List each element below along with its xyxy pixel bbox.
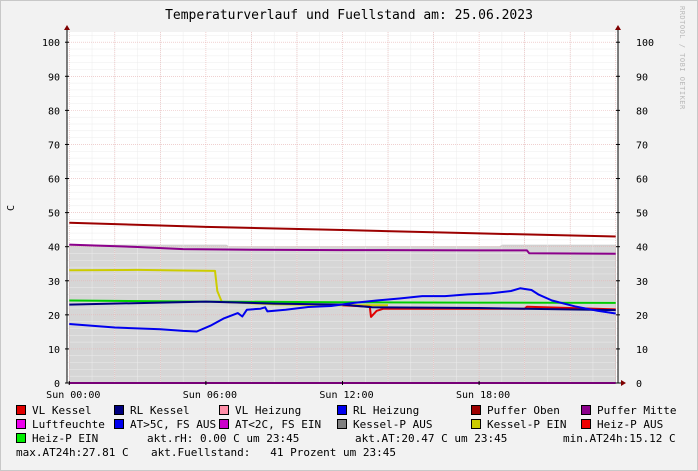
legend-label: Heiz-P AUS	[597, 418, 664, 431]
y-tick-label: 60	[48, 175, 60, 186]
grid-major	[67, 32, 618, 384]
series-puffer-mitte	[69, 243, 616, 255]
y-tick-label: 50	[48, 209, 60, 220]
legend-swatch	[114, 419, 124, 429]
axis-layer	[64, 25, 626, 386]
watermark: RRDTOOL / TOBI OETIKER	[678, 6, 686, 110]
y-tick-label-right: 50	[636, 209, 648, 220]
legend-swatch	[581, 405, 591, 415]
legend-swatch	[581, 419, 591, 429]
legend-swatch	[16, 405, 26, 415]
y-tick-label-right: 40	[636, 243, 648, 254]
legend-stat: max.AT24h:27.81 C	[16, 446, 129, 459]
legend-item: AT<2C, FS EIN	[219, 418, 321, 432]
legend-swatch	[16, 433, 26, 443]
legend-label: RL Heizung	[353, 404, 420, 417]
legend-item: Puffer Mitte	[581, 404, 676, 418]
legend-label: VL Heizung	[235, 404, 302, 417]
y-tick-label-right: 90	[636, 72, 648, 83]
legend-label: VL Kessel	[32, 404, 92, 417]
x-tick-label: Sun 18:00	[456, 390, 510, 401]
x-tick-label: Sun 00:00	[46, 390, 100, 401]
legend-label: Kessel-P EIN	[487, 418, 567, 431]
legend-swatch	[337, 419, 347, 429]
legend-label: AT<2C, FS EIN	[235, 418, 322, 431]
legend-label: Luftfeuchte	[32, 418, 105, 431]
legend-swatch	[16, 419, 26, 429]
y-tick-label-right: 10	[636, 345, 648, 356]
x-tick-label: Sun 06:00	[183, 390, 237, 401]
series-puffer-oben	[69, 221, 616, 238]
legend-item: Kessel-P EIN	[471, 418, 566, 432]
y-tick-label-right: 70	[636, 140, 648, 151]
y-tick-label: 70	[48, 140, 60, 151]
legend-item: VL Kessel	[16, 404, 92, 418]
legend-stat: min.AT24h:15.12 C	[563, 432, 676, 445]
y-tick-label-right: 30	[636, 277, 648, 288]
legend-swatch	[337, 405, 347, 415]
legend-item: Kessel-P AUS	[337, 418, 432, 432]
y-tick-label: 20	[48, 311, 60, 322]
y-tick-label-right: 100	[636, 38, 654, 49]
legend-swatch	[219, 405, 229, 415]
legend-item: RL Heizung	[337, 404, 419, 418]
legend-item: RL Kessel	[114, 404, 190, 418]
chart-title: Temperaturverlauf und Fuellstand am: 25.…	[165, 8, 533, 23]
legend-swatch	[471, 405, 481, 415]
legend-label: Puffer Mitte	[597, 404, 677, 417]
legend-item: Heiz-P AUS	[581, 418, 663, 432]
legend-swatch	[219, 419, 229, 429]
legend-item: VL Heizung	[219, 404, 301, 418]
tick-labels: 0 0 10 10 20 20 30 30 40 40 50 50 60 60 70 70 80 80 90 90 10…	[42, 38, 654, 401]
series-rl-heizung	[69, 287, 616, 333]
series-vl-kessel	[342, 304, 616, 318]
legend-item: Luftfeuchte	[16, 418, 105, 432]
y-tick-label: 90	[48, 72, 60, 83]
y-tick-label: 30	[48, 277, 60, 288]
y-tick-label: 80	[48, 106, 60, 117]
legend-stat: akt.AT:20.47 C um 23:45	[355, 432, 508, 445]
legend-label: RL Kessel	[130, 404, 190, 417]
y-tick-label-right: 60	[636, 175, 648, 186]
y-tick-label-right: 80	[636, 106, 648, 117]
legend-item: AT>5C, FS AUS	[114, 418, 216, 432]
series-heiz-p-ein	[69, 299, 616, 304]
legend-stat: akt.Fuellstand: 41 Prozent um 23:45	[151, 446, 397, 459]
x-tick-label: Sun 12:00	[319, 390, 373, 401]
legend-swatch	[114, 405, 124, 415]
y-tick-label-right: 20	[636, 311, 648, 322]
legend-label: Kessel-P AUS	[353, 418, 433, 431]
y-tick-label: 100	[42, 38, 60, 49]
legend-label: AT>5C, FS AUS	[130, 418, 217, 431]
legend-stat: akt.rH: 0.00 C um 23:45	[147, 432, 300, 445]
y-axis-label: C	[6, 205, 17, 211]
legend-label: Puffer Oben	[487, 404, 560, 417]
x-axis-arrow	[621, 380, 626, 386]
y-tick-label-right: 0	[636, 379, 642, 390]
y-axis-arrow	[64, 25, 70, 30]
legend-swatch	[471, 419, 481, 429]
y-tick-label: 40	[48, 243, 60, 254]
y-axis-arrow-right	[615, 25, 621, 30]
y-tick-label: 0	[54, 379, 60, 390]
legend-item: Heiz-P EIN	[16, 432, 98, 446]
legend-label: Heiz-P EIN	[32, 432, 99, 445]
y-tick-label: 10	[48, 345, 60, 356]
legend-item: Puffer Oben	[471, 404, 560, 418]
